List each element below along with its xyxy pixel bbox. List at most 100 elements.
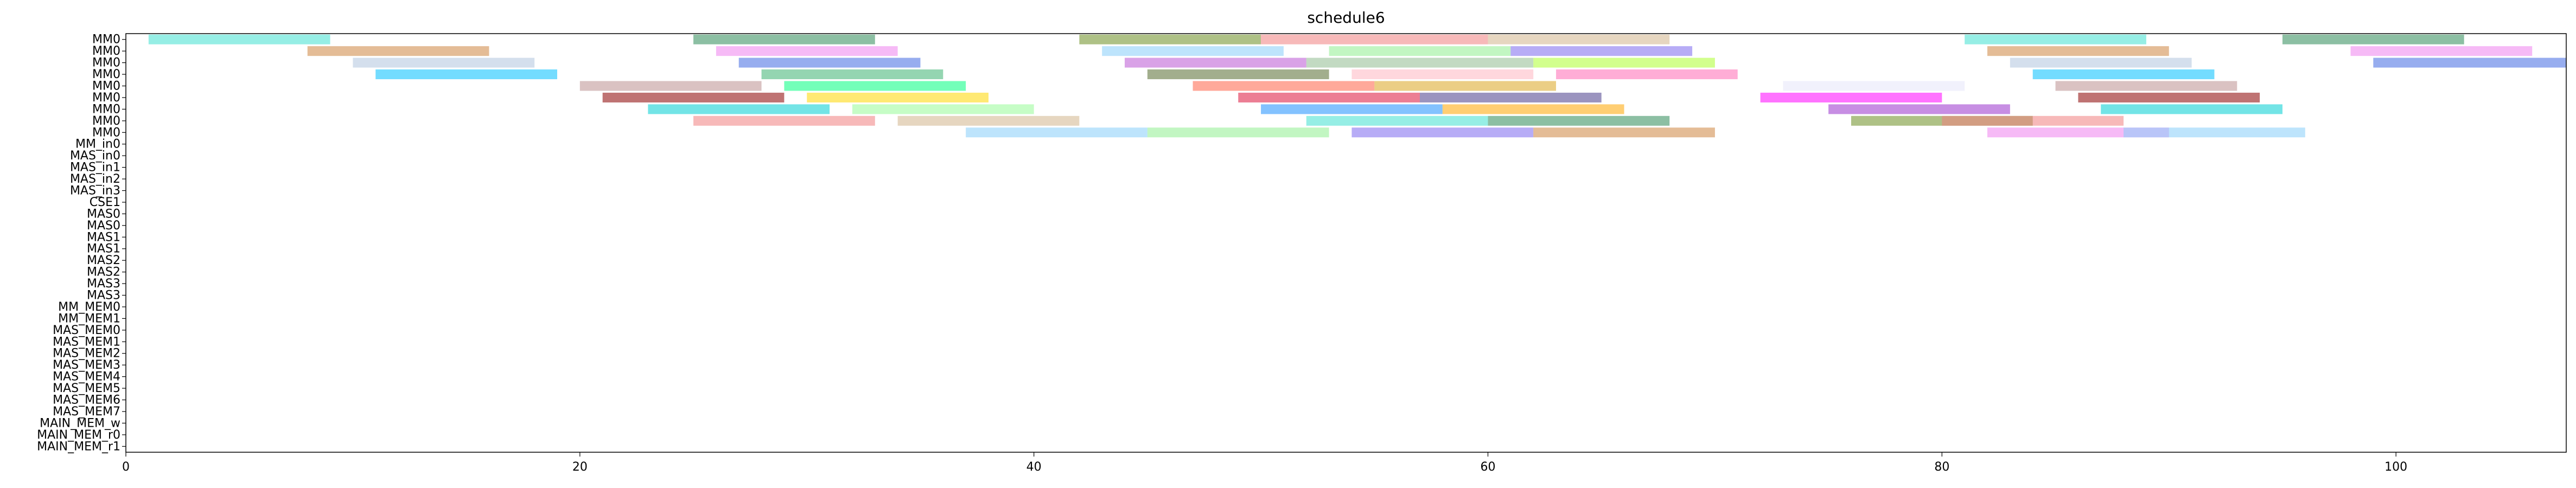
task-bar — [375, 69, 557, 80]
task-bar — [579, 81, 762, 91]
task-bar — [1533, 127, 1715, 138]
task-bar — [1193, 81, 1375, 91]
task-bar — [648, 104, 830, 114]
x-tick-label: 100 — [2384, 460, 2407, 474]
task-bar — [1942, 115, 2124, 126]
y-tick-label: MM_in0 — [75, 138, 120, 151]
task-bar — [1533, 57, 1715, 68]
y-tick-label: MAS0 — [87, 219, 120, 233]
task-bar — [307, 46, 489, 56]
task-bar — [2350, 46, 2533, 56]
y-tick-label: MM0 — [92, 33, 120, 47]
y-tick-label: MAS_MEM4 — [53, 370, 120, 384]
x-tick-label: 0 — [122, 460, 130, 474]
y-tick-label: MAS_MEM3 — [53, 358, 120, 372]
x-axis: 0 20 40 60 80 100 — [122, 452, 2407, 474]
task-bar — [2078, 92, 2260, 102]
task-bar — [2124, 127, 2305, 138]
task-bar — [1510, 46, 1693, 56]
y-tick-label: MAS3 — [87, 289, 120, 303]
y-tick-label: MAS_MEM0 — [53, 324, 120, 337]
task-bar — [716, 46, 898, 56]
x-tick-label: 60 — [1481, 460, 1496, 474]
task-bar — [1102, 46, 1284, 56]
y-tick-label: MAS_MEM1 — [53, 335, 120, 349]
plot-frame — [125, 33, 2567, 453]
y-tick-label: MAS_in2 — [70, 172, 120, 186]
task-bar — [966, 127, 1147, 138]
y-tick-label: MAS0 — [87, 207, 120, 221]
task-bar — [1488, 115, 1670, 126]
task-bar — [807, 92, 989, 102]
y-tick-label: MM0 — [92, 114, 120, 128]
task-bar — [784, 81, 966, 91]
task-bar — [693, 34, 875, 44]
task-bar — [1783, 81, 1965, 91]
task-bar — [2055, 81, 2237, 91]
task-bar — [1556, 69, 1738, 80]
task-bar — [353, 57, 535, 68]
task-bar — [693, 115, 875, 126]
task-bar — [1488, 34, 1670, 44]
y-tick-label: MAS_in0 — [70, 149, 120, 163]
y-tick-label: MM0 — [92, 80, 120, 93]
task-bar — [1261, 34, 1488, 44]
x-tick-label: 80 — [1934, 460, 1949, 474]
task-bar — [1079, 34, 1261, 44]
task-bar — [2101, 104, 2282, 114]
chart-title: schedule6 — [1307, 9, 1385, 27]
task-bar — [1306, 57, 1534, 68]
row-labels: MM0MM0MM0MM0MM0MM0MM0MM0MM0MM_in0MAS_in0… — [37, 33, 126, 453]
task-bar — [1760, 92, 1942, 102]
y-tick-label: MAIN_MEM_w — [40, 416, 120, 430]
task-bar — [852, 104, 1034, 114]
task-bar — [1329, 46, 1511, 56]
task-bar — [602, 92, 785, 102]
task-bar — [1238, 92, 1420, 102]
task-bar — [1374, 81, 1557, 91]
y-tick-label: MAS2 — [87, 266, 120, 279]
task-bar — [1987, 46, 2169, 56]
y-tick-label: MAIN_MEM_r1 — [37, 440, 120, 453]
y-tick-label: MAS2 — [87, 254, 120, 267]
y-tick-label: MAS_in1 — [70, 161, 120, 175]
y-tick-label: MM0 — [92, 91, 120, 105]
task-bar — [2010, 57, 2192, 68]
task-bar — [1147, 127, 1329, 138]
y-tick-label: MM0 — [92, 126, 120, 139]
y-tick-label: MM0 — [92, 56, 120, 70]
y-tick-label: MM0 — [92, 68, 120, 81]
y-tick-label: MAS1 — [87, 230, 120, 244]
task-bar — [148, 34, 330, 44]
y-tick-label: MAS_in3 — [70, 184, 120, 198]
task-bar — [1442, 104, 1624, 114]
y-tick-label: MAS3 — [87, 277, 120, 291]
task-bar — [2282, 34, 2464, 44]
y-tick-label: MAS_MEM7 — [53, 405, 120, 419]
task-bar — [1261, 104, 1443, 114]
y-tick-label: MM0 — [92, 102, 120, 116]
y-tick-label: MM0 — [92, 44, 120, 58]
y-tick-label: MAIN_MEM_r0 — [37, 428, 120, 442]
y-tick-label: MAS_MEM5 — [53, 382, 120, 395]
y-tick-label: MM_MEM0 — [58, 300, 120, 314]
y-tick-label: MAS_MEM6 — [53, 394, 120, 407]
task-bar — [761, 69, 943, 80]
task-bar — [1987, 127, 2169, 138]
task-bar — [1351, 127, 1534, 138]
task-bar — [1828, 104, 2010, 114]
task-bar — [2373, 57, 2566, 68]
x-tick-label: 20 — [572, 460, 588, 474]
y-tick-label: MAS1 — [87, 242, 120, 256]
task-bars — [148, 34, 2566, 138]
y-tick-label: CSE1 — [90, 196, 120, 209]
task-bar — [2032, 69, 2215, 80]
task-bar — [1351, 69, 1534, 80]
y-tick-label: MAS_MEM2 — [53, 347, 120, 361]
task-bar — [738, 57, 921, 68]
task-bar — [1125, 57, 1306, 68]
task-bar — [1965, 34, 2146, 44]
task-bar — [1419, 92, 1602, 102]
y-tick-label: MM_MEM1 — [58, 312, 120, 325]
